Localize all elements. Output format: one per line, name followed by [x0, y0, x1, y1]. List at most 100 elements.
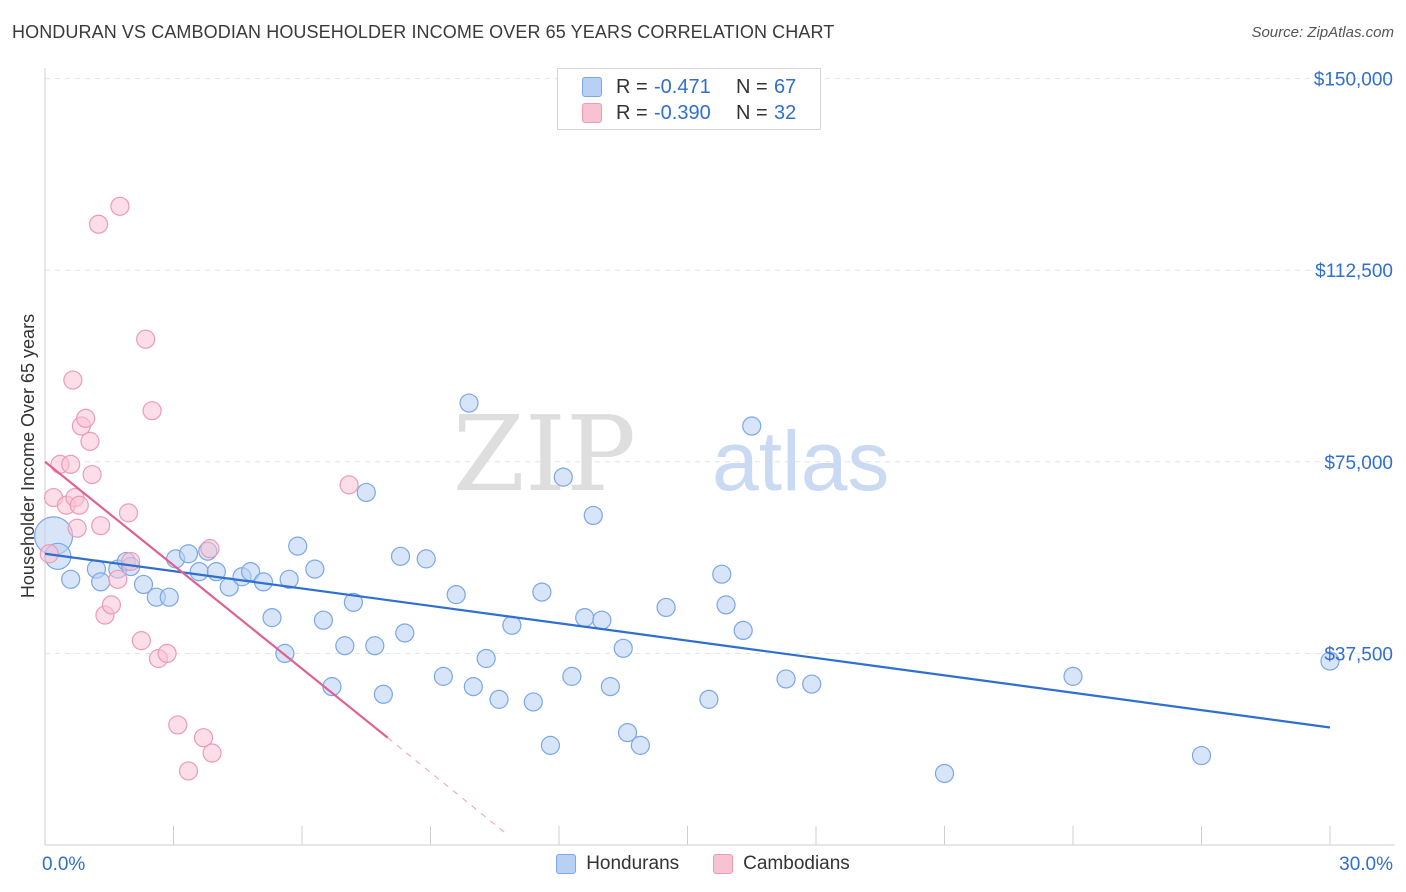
cambodian-point-7: [69, 495, 89, 515]
cambodian-point-4: [61, 454, 81, 474]
honduran-point-41: [502, 615, 522, 635]
cambodian-point-18: [110, 196, 130, 216]
honduran-point-52: [617, 722, 638, 743]
honduran-point-33: [395, 623, 415, 643]
trend-lines: [44, 460, 1331, 836]
cambodian-point-26: [168, 715, 188, 735]
n-label: N =: [736, 75, 768, 98]
cambodian-point-13: [88, 214, 109, 234]
honduran-point-8: [133, 574, 154, 595]
legend-item-cambodians[interactable]: Cambodians: [713, 853, 850, 875]
watermark-atlas: atlas: [712, 414, 889, 508]
legend-swatch-hondurans: [582, 77, 602, 97]
r-value: -0.390: [654, 101, 711, 124]
chart-title: HONDURAN VS CAMBODIAN HOUSEHOLDER INCOME…: [12, 22, 835, 42]
y-tick-label-1: $75,000: [1324, 453, 1393, 474]
honduran-point-28: [343, 592, 363, 612]
series-cambodians: [39, 196, 359, 781]
legend-swatch-cambodians: [582, 103, 602, 123]
cambodian-point-8: [67, 518, 87, 538]
trend-line-cambodians: [44, 460, 389, 739]
honduran-point-56: [712, 564, 732, 584]
honduran-point-36: [446, 585, 466, 605]
honduran-point-39: [476, 648, 496, 669]
honduran-point-30: [365, 636, 385, 656]
cambodian-point-10: [76, 408, 96, 428]
source-label: Source: ZipAtlas.com: [1251, 24, 1394, 41]
honduran-point-48: [583, 505, 603, 526]
honduran-point-20: [262, 608, 282, 628]
honduran-point-29: [356, 482, 376, 503]
series-hondurans: [33, 393, 1340, 784]
honduran-point-54: [656, 597, 676, 618]
r-value: -0.471: [654, 75, 711, 98]
honduran-point-37: [459, 393, 479, 413]
axes: [44, 68, 1395, 846]
trend-line-hondurans: [44, 552, 1331, 729]
honduran-point-2: [61, 569, 81, 589]
cambodian-point-21: [131, 631, 151, 651]
r-label: R =: [616, 75, 648, 98]
cambodian-point-27: [178, 761, 199, 781]
cambodian-point-12: [82, 464, 102, 485]
honduran-point-27: [335, 636, 355, 656]
cambodian-point-31: [339, 475, 359, 495]
honduran-point-59: [742, 416, 762, 436]
honduran-point-64: [1191, 745, 1212, 766]
grid-lines: [45, 78, 1395, 654]
n-value: 32: [774, 101, 797, 124]
honduran-point-43: [532, 582, 552, 602]
honduran-point-58: [733, 620, 753, 641]
honduran-point-24: [305, 559, 325, 579]
watermark: ZIP atlas: [453, 393, 890, 515]
n-label: N =: [736, 101, 768, 124]
cambodian-point-14: [91, 516, 111, 536]
cambodian-point-29: [200, 539, 220, 559]
series-legend: Hondurans Cambodians: [0, 852, 1406, 876]
honduran-point-60: [776, 669, 796, 689]
honduran-point-38: [463, 677, 483, 697]
cambodian-point-23: [142, 401, 162, 421]
cambodian-point-19: [118, 503, 139, 523]
honduran-point-57: [716, 595, 736, 615]
cambodian-point-30: [202, 743, 222, 763]
cambodian-point-5: [63, 370, 83, 390]
stats-row-cambodians: R = -0.390 N = 32: [582, 101, 796, 125]
cambodian-point-20: [121, 551, 141, 572]
cambodian-point-17: [108, 569, 128, 589]
honduran-point-63: [1063, 666, 1083, 686]
honduran-point-65: [1320, 651, 1340, 671]
cambodian-point-28: [193, 728, 214, 748]
honduran-point-46: [562, 666, 582, 686]
cambodian-point-16: [101, 595, 121, 615]
stats-legend: R = -0.471 N = 67 R = -0.390 N = 32: [557, 68, 821, 130]
y-tick-label-0: $37,500: [1324, 644, 1393, 665]
honduran-point-12: [178, 544, 199, 564]
honduran-point-62: [934, 763, 955, 784]
honduran-point-49: [592, 610, 612, 630]
honduran-point-34: [416, 549, 436, 569]
legend-item-hondurans[interactable]: Hondurans: [556, 853, 679, 875]
honduran-point-40: [489, 689, 509, 709]
honduran-point-25: [313, 610, 334, 630]
watermark-zip: ZIP: [453, 393, 636, 515]
honduran-point-10: [159, 587, 179, 607]
honduran-point-13: [189, 562, 209, 582]
tick-labels: $37,500 $75,000 $112,500 $150,000 0.0% 30.0%: [42, 70, 1393, 875]
honduran-point-32: [390, 546, 411, 566]
cambodian-point-11: [80, 431, 100, 451]
y-tick-label-3: $150,000: [1314, 70, 1393, 91]
honduran-point-47: [575, 608, 595, 628]
honduran-point-51: [613, 638, 633, 658]
x-tick-label-max: 30.0%: [1339, 854, 1393, 875]
x-tick-label-min: 0.0%: [42, 854, 85, 875]
honduran-point-35: [433, 666, 453, 686]
honduran-point-4: [91, 572, 111, 592]
y-axis-label: Householder Income Over 65 years: [18, 314, 38, 598]
honduran-point-50: [600, 677, 621, 697]
y-tick-label-2: $112,500: [1315, 261, 1393, 282]
n-value: 67: [774, 75, 797, 98]
honduran-point-22: [279, 569, 299, 589]
r-label: R =: [616, 101, 648, 124]
